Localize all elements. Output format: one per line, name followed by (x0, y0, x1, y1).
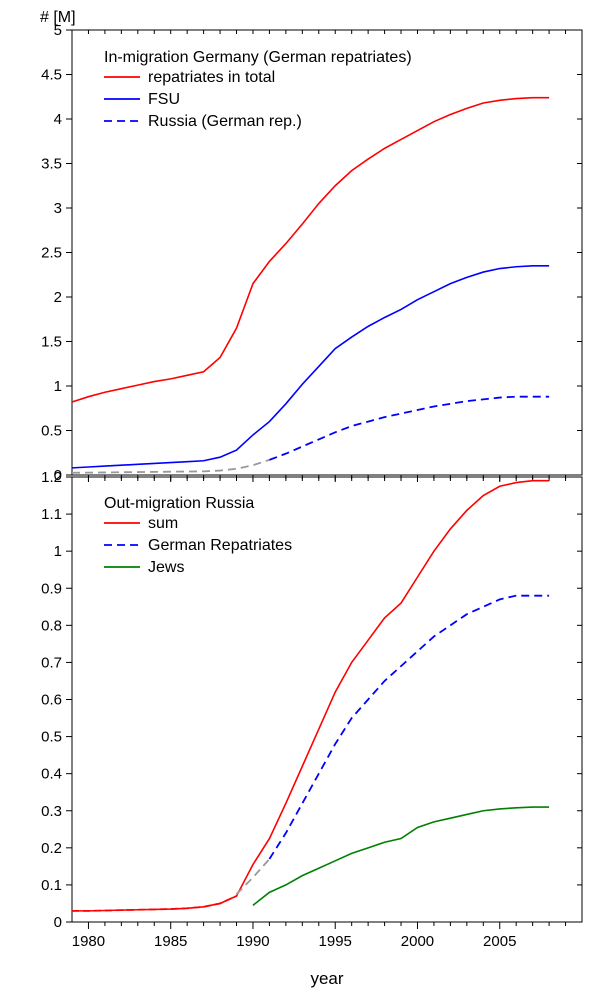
svg-text:1980: 1980 (72, 933, 105, 950)
chart-container: # [M]00.511.522.533.544.55In-migration G… (0, 0, 600, 1007)
svg-text:2000: 2000 (401, 933, 434, 950)
svg-text:0.7: 0.7 (41, 654, 62, 671)
chart-svg: # [M]00.511.522.533.544.55In-migration G… (0, 0, 600, 1007)
svg-text:2005: 2005 (483, 933, 516, 950)
svg-text:1995: 1995 (319, 933, 352, 950)
svg-text:1.2: 1.2 (41, 469, 62, 486)
svg-text:sum: sum (148, 515, 178, 532)
svg-text:1.1: 1.1 (41, 506, 62, 523)
svg-text:0.6: 0.6 (41, 692, 62, 709)
svg-text:German Repatriates: German Repatriates (148, 537, 292, 554)
svg-text:0.5: 0.5 (41, 423, 62, 440)
svg-text:0.8: 0.8 (41, 617, 62, 634)
svg-text:2: 2 (54, 289, 62, 306)
svg-text:0.5: 0.5 (41, 729, 62, 746)
svg-text:Out-migration Russia: Out-migration Russia (104, 495, 254, 512)
svg-text:3.5: 3.5 (41, 156, 62, 173)
svg-text:0.2: 0.2 (41, 840, 62, 857)
svg-text:4.5: 4.5 (41, 67, 62, 84)
svg-text:1.5: 1.5 (41, 334, 62, 351)
svg-text:repatriates in total: repatriates in total (148, 69, 275, 86)
svg-text:0.1: 0.1 (41, 877, 62, 894)
svg-text:1: 1 (54, 378, 62, 395)
svg-text:1990: 1990 (236, 933, 269, 950)
svg-text:1985: 1985 (154, 933, 187, 950)
svg-text:FSU: FSU (148, 91, 180, 108)
svg-text:year: year (310, 969, 343, 988)
svg-text:In-migration Germany (German r: In-migration Germany (German repatriates… (104, 49, 412, 66)
svg-text:3: 3 (54, 200, 62, 217)
svg-text:0.3: 0.3 (41, 803, 62, 820)
svg-text:Russia (German rep.): Russia (German rep.) (148, 113, 302, 130)
svg-text:0: 0 (54, 914, 62, 931)
svg-text:0.9: 0.9 (41, 580, 62, 597)
svg-text:4: 4 (54, 111, 62, 128)
svg-text:0.4: 0.4 (41, 766, 62, 783)
svg-text:Jews: Jews (148, 559, 184, 576)
svg-text:1: 1 (54, 543, 62, 560)
svg-text:5: 5 (54, 22, 62, 39)
svg-text:2.5: 2.5 (41, 245, 62, 262)
